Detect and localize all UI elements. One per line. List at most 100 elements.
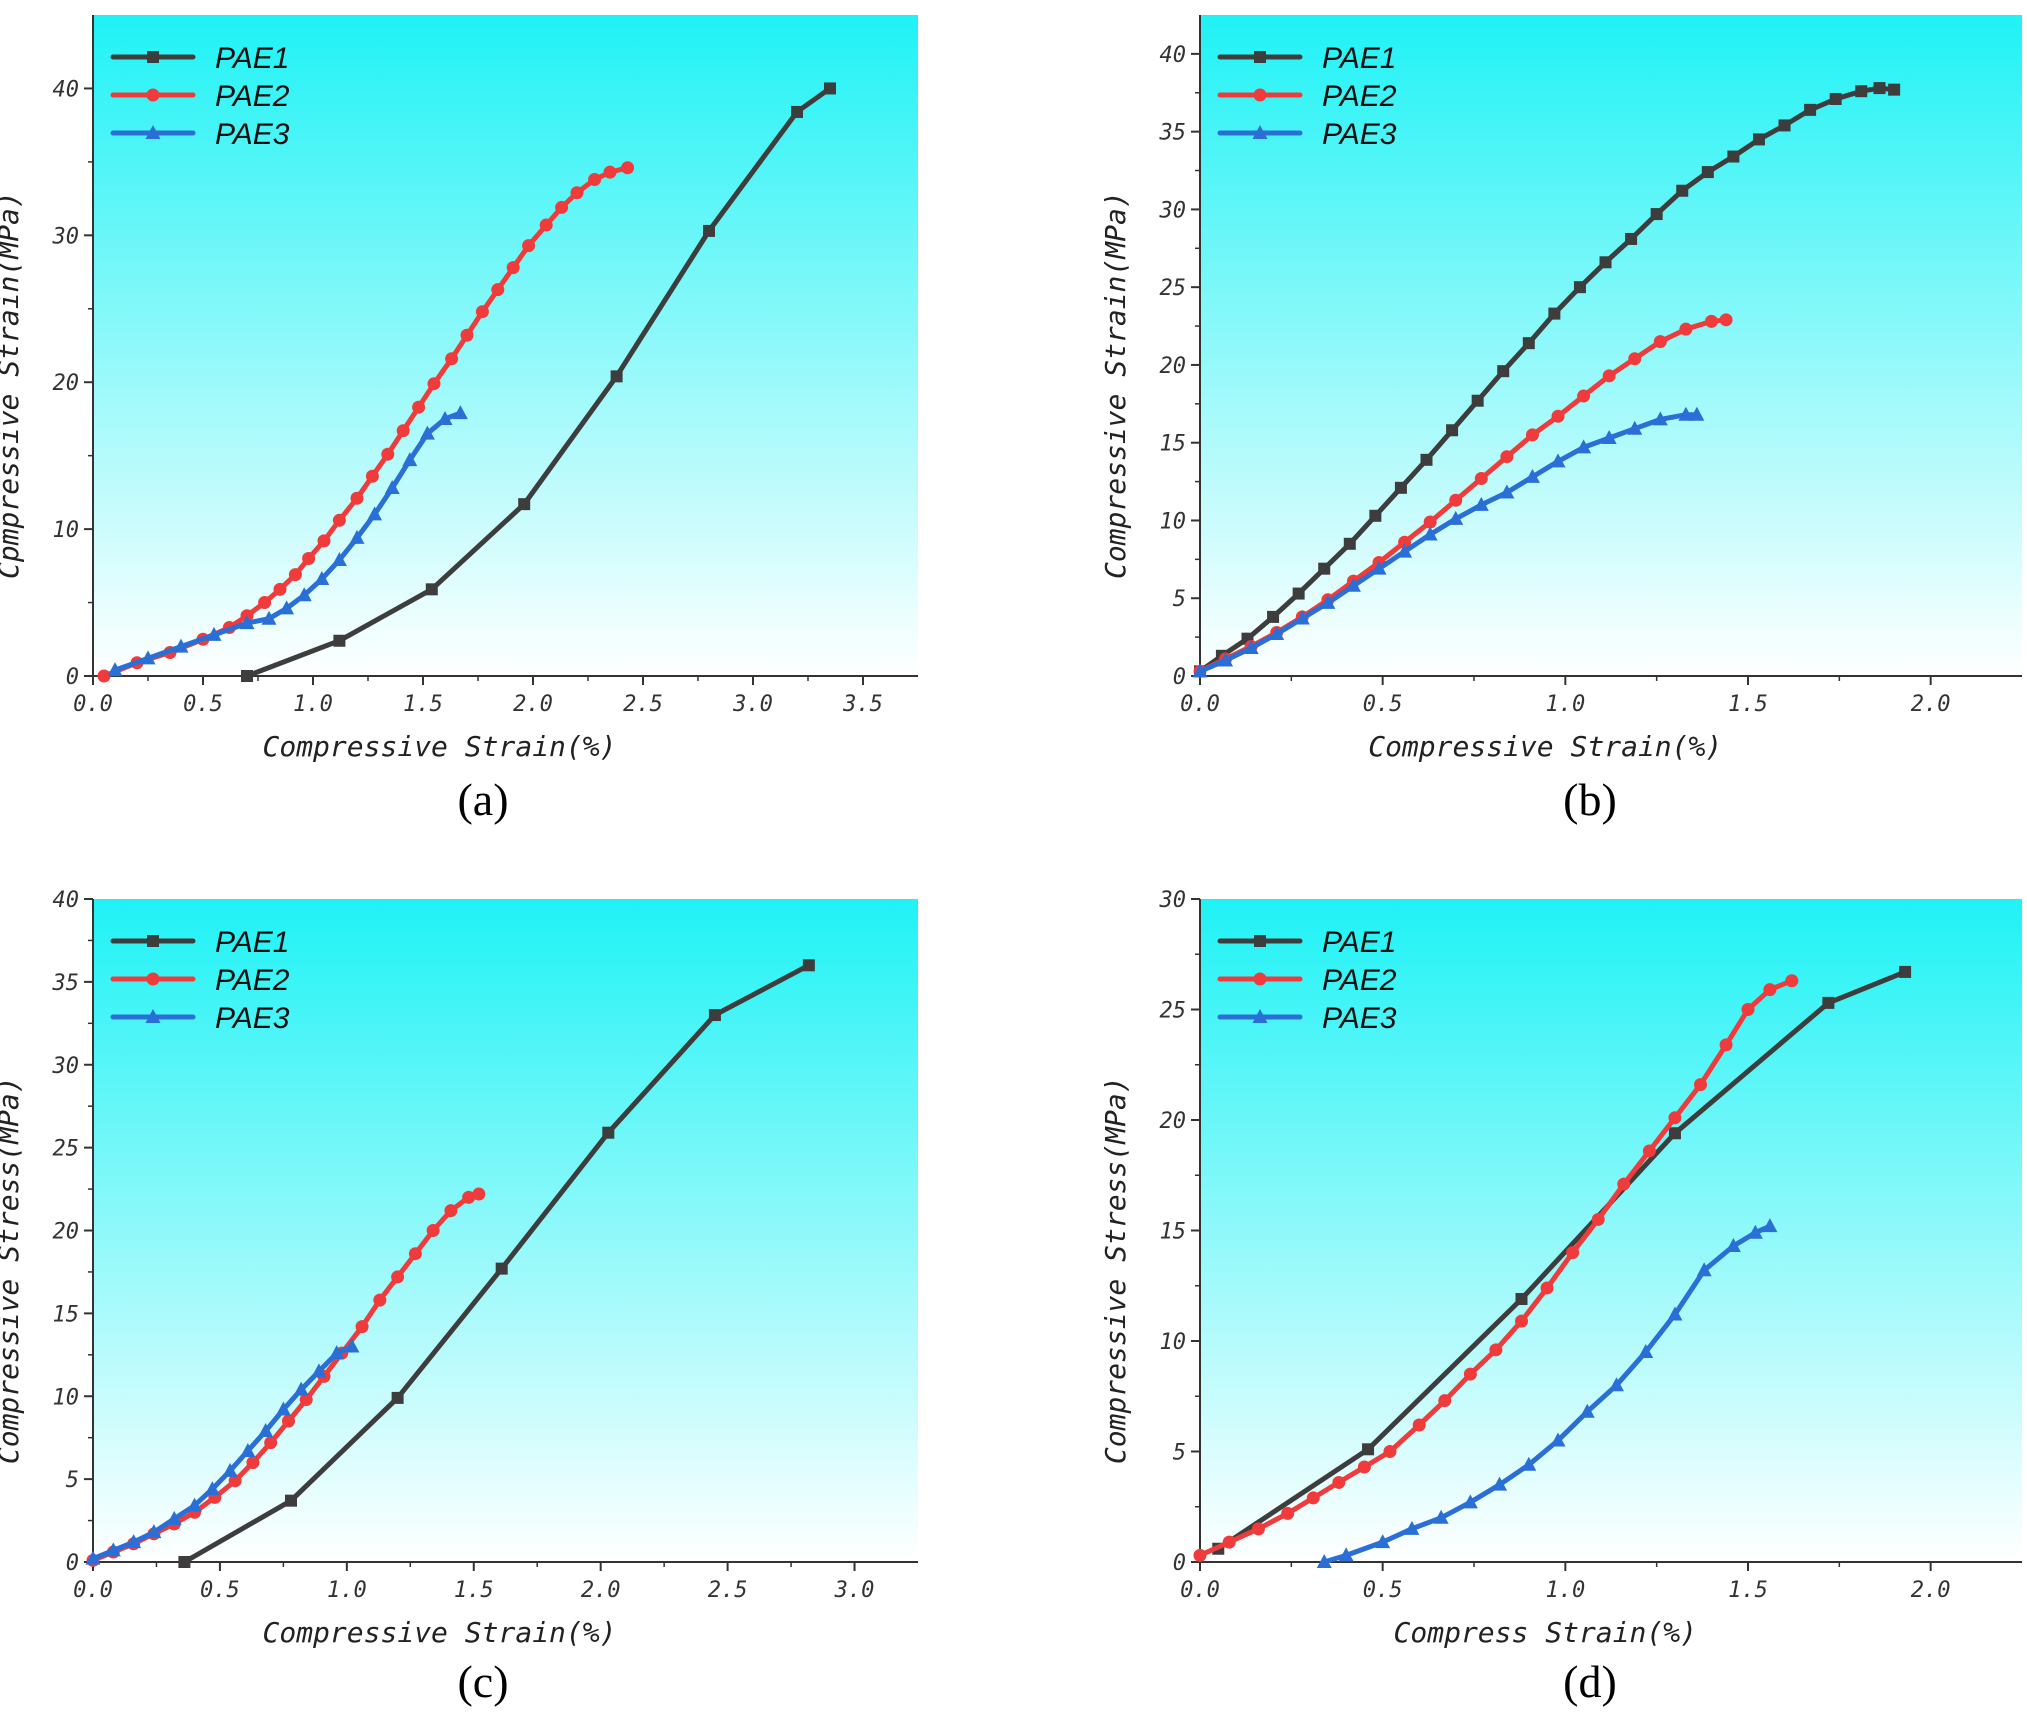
- chart-2-pae2-point: [1602, 369, 1616, 383]
- chart-2-pae3-point: [1192, 663, 1208, 678]
- chart-4-pae2-point: [1332, 1475, 1346, 1489]
- chart-3-pae1-point: [285, 1494, 297, 1507]
- chart-1-legend-pae3-label: PAE3: [215, 118, 290, 151]
- chart-4-y-tick-label: 15: [1160, 1220, 1187, 1245]
- chart-2-pae1-point: [1727, 150, 1740, 163]
- chart-2-pae1-point: [1446, 424, 1459, 437]
- chart-4-pae2-point: [1222, 1535, 1236, 1549]
- chart-4-pae1-point: [1899, 965, 1912, 978]
- chart-2-x-tick-label: 0.5: [1363, 692, 1403, 717]
- chart-4-pae2-point: [1251, 1522, 1265, 1536]
- chart-2-pae3-point: [1576, 439, 1592, 454]
- chart-3-pae3-point: [329, 1345, 345, 1360]
- chart-4-pae2-point: [1617, 1177, 1631, 1191]
- chart-4-pae2-point: [1357, 1460, 1371, 1474]
- chart-3-pae1-point: [708, 1009, 721, 1022]
- chart-2-pae3-point: [1550, 453, 1566, 468]
- chart-3-pae2-point: [462, 1190, 476, 1204]
- chart-2-pae3-point: [1243, 640, 1259, 655]
- chart-2-pae3-point: [1601, 430, 1617, 445]
- chart-1-pae2-point: [288, 568, 302, 582]
- chart-1-pae2-point: [427, 377, 441, 391]
- chart-4-pae2-point: [1763, 983, 1777, 997]
- chart-2-pae2-point: [1679, 322, 1693, 336]
- chart-2-pae1-point: [1318, 562, 1331, 575]
- chart-3-pae1-point: [602, 1126, 615, 1139]
- chart-4-y-tick-label: 30: [1159, 888, 1187, 913]
- chart-4-pae3-point: [1638, 1344, 1654, 1359]
- chart-2-pae1-point: [1888, 83, 1901, 96]
- chart-3-pae2-line: [90, 1191, 482, 1563]
- chart-3-y-tick-label: 0: [66, 1551, 79, 1576]
- chart-1-pae3-point: [314, 571, 330, 586]
- chart-4-pae2-point: [1591, 1212, 1605, 1226]
- chart-2-pae3-point: [1320, 594, 1336, 609]
- chart-1-pae1-point: [241, 670, 253, 682]
- chart-3-y-tick-label: 25: [53, 1137, 80, 1162]
- chart-4: 0.0 0.5 1.0 1.5 2.0 0 5 10 15 20 25 30 Compress Stra…: [1099, 888, 2022, 1707]
- chart-4-pae2-point: [1383, 1445, 1397, 1458]
- chart-3-y-axis-title: Compressive Stress(MPa): [0, 1076, 25, 1464]
- chart-1-legend-pae1-label: PAE1: [215, 42, 290, 75]
- chart-1-pae2-point: [588, 173, 602, 187]
- chart-3-legend-pae2-label: PAE2: [215, 964, 290, 997]
- chart-2-x-tick-label: 2.0: [1911, 692, 1951, 717]
- chart-4-pae3-point: [1462, 1494, 1478, 1509]
- chart-2-pae2-point: [1719, 313, 1733, 327]
- chart-2-legend: PAE1 PAE2 PAE3: [1217, 42, 1397, 151]
- chart-2-legend-pae1-marker: [1254, 51, 1266, 63]
- chart-2-x-tick-label: 1.0: [1545, 692, 1585, 717]
- chart-1-pae3-point: [452, 405, 468, 420]
- chart-1-pae3-point: [296, 587, 312, 602]
- chart-2-pae1-point: [1701, 166, 1714, 179]
- chart-1-plot-area: [93, 15, 918, 676]
- chart-2-pae1-point: [1522, 337, 1535, 350]
- chart-3-y-tick-label: 10: [53, 1385, 80, 1410]
- chart-2-pae3-point: [1269, 626, 1285, 641]
- chart-2-legend-pae3-marker: [1252, 125, 1268, 139]
- chart-2-pae1-point: [1548, 307, 1561, 320]
- chart-2-y-tick-label: 30: [1159, 198, 1187, 223]
- chart-3-plot-area: [93, 899, 918, 1562]
- chart-2-x-axis-title: Compressive Strain(%): [1368, 730, 1722, 763]
- chart-1-pae2-point: [621, 161, 635, 175]
- chart-1-pae2-point: [460, 328, 474, 342]
- chart-1-pae1-point: [703, 224, 715, 237]
- chart-3-y-tick-label: 20: [53, 1220, 80, 1245]
- chart-2-pae1-point: [1804, 103, 1817, 116]
- chart-3-pae3-point: [85, 1550, 101, 1565]
- chart-2-y-tick-label: 40: [1160, 43, 1187, 68]
- chart-3-pae3-point: [204, 1481, 220, 1496]
- chart-2-y-tick-label: 15: [1160, 432, 1187, 457]
- chart-1-x-tick-label: 2.5: [623, 692, 663, 717]
- chart-3-legend-pae1-marker: [147, 935, 159, 947]
- chart-2-pae1-point: [1676, 184, 1689, 197]
- chart-3-pae3-point: [275, 1401, 291, 1416]
- chart-2-pae2-point: [1551, 409, 1565, 423]
- chart-1-pae1-point: [610, 370, 623, 383]
- chart-3-pae2-point: [444, 1204, 458, 1218]
- chart-4-legend-pae3-label: PAE3: [1322, 1002, 1397, 1035]
- chart-1-pae2-point: [381, 447, 395, 461]
- chart-1-pae2-point: [603, 165, 617, 179]
- chart-1-series-pae1: [241, 82, 836, 682]
- chart-3-legend-pae1-label: PAE1: [215, 926, 290, 959]
- chart-2-pae1-point: [1855, 85, 1868, 98]
- chart-3-x-tick-label: 0.0: [73, 1578, 113, 1603]
- chart-2-pae3-point: [1499, 484, 1515, 499]
- chart-4-legend: PAE1 PAE2 PAE3: [1217, 926, 1397, 1035]
- chart-2-pae1-point: [1625, 232, 1638, 245]
- chart-3-pae3-point: [293, 1381, 309, 1396]
- chart-1-pae3-point: [206, 626, 222, 641]
- chart-2-pae1-point: [1420, 453, 1433, 466]
- chart-2-legend-pae3-label: PAE3: [1322, 118, 1397, 151]
- chart-4-x-tick-label: 2.0: [1911, 1578, 1951, 1603]
- chart-4-pae2-point: [1566, 1246, 1580, 1260]
- chart-2-pae2-point: [1500, 450, 1514, 464]
- chart-2-pae1-point: [1471, 394, 1484, 407]
- chart-4-series-pae2: [1193, 974, 1799, 1562]
- chart-4-pae2-point: [1489, 1343, 1503, 1357]
- chart-4-pae1-point: [1668, 1127, 1681, 1140]
- chart-2-legend-pae2-marker: [1253, 88, 1267, 102]
- chart-2-pae1-point: [1292, 587, 1305, 600]
